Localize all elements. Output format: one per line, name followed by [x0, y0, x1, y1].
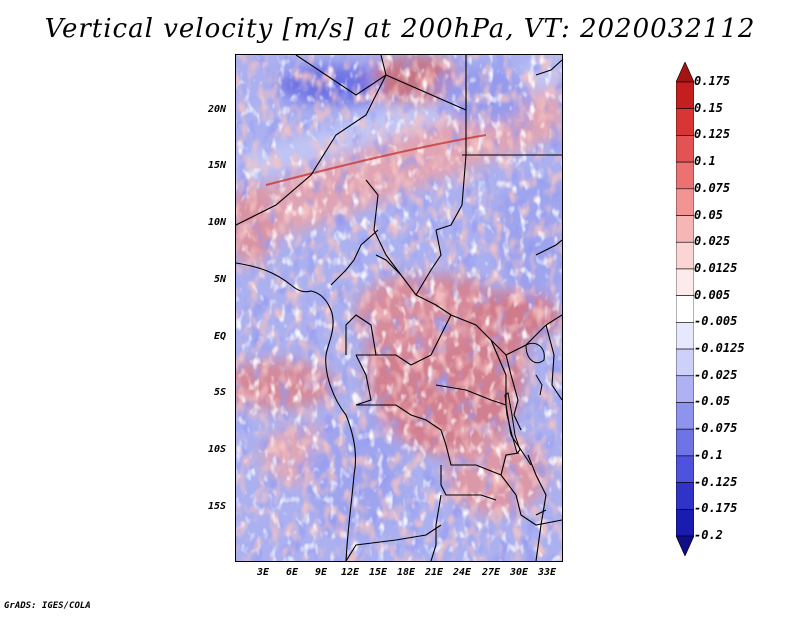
lon-label: 24E: [452, 567, 472, 578]
colorbar-segment: [676, 188, 694, 216]
lat-label: 15S: [208, 501, 227, 512]
plot-title: Vertical velocity [m/s] at 200hPa, VT: 2…: [44, 14, 756, 44]
colorbar-label: 0.025: [694, 234, 731, 249]
country-borders: [236, 55, 562, 561]
vertical-velocity-field: [236, 55, 562, 561]
colorbar-label: -0.075: [694, 421, 738, 436]
lat-label: 15N: [208, 160, 227, 171]
colorbar-segment: [676, 268, 694, 296]
colorbar-segment: [676, 375, 694, 403]
colorbar-segment: [676, 402, 694, 430]
colorbar-label: 0.1: [694, 154, 716, 169]
colorbar-label: 0.05: [694, 207, 723, 222]
colorbar-label: 0.005: [694, 287, 731, 302]
colorbar-segment: [676, 108, 694, 136]
colorbar-segment: [676, 161, 694, 190]
colorbar-label: -0.005: [694, 314, 738, 329]
colorbar-segment: [676, 322, 694, 350]
colorbar-label: 0.125: [694, 127, 731, 142]
colorbar-segment: [676, 135, 694, 163]
grads-credit: GrADS: IGES/COLA: [4, 601, 91, 611]
lat-label: 10S: [208, 444, 227, 455]
colorbar-label: 0.0125: [694, 260, 738, 275]
map-panel: [235, 54, 563, 562]
lon-label: 3E: [256, 567, 270, 578]
lon-label: 6E: [285, 567, 299, 578]
lon-label: 12E: [340, 567, 360, 578]
colorbar-segment: [676, 62, 694, 83]
colorbar-label: 0.075: [694, 180, 731, 195]
lat-label: 10N: [208, 217, 227, 228]
colorbar-segment: [676, 482, 694, 510]
colorbar-label: -0.2: [694, 528, 723, 542]
lakes: [504, 342, 547, 516]
colorbar-label: -0.175: [694, 501, 738, 516]
colorbar-label: 0.175: [694, 74, 731, 88]
lat-label: 5S: [214, 387, 227, 398]
colorbar-segment: [676, 508, 694, 537]
lon-label: 9E: [314, 567, 328, 578]
colorbar-label: -0.025: [694, 367, 738, 382]
lon-label: 33E: [537, 567, 557, 578]
colorbar-label: -0.125: [694, 474, 738, 489]
lat-label: EQ: [214, 331, 227, 342]
lat-label: 5N: [214, 274, 227, 285]
lon-label: 15E: [368, 567, 388, 578]
colorbar-segment: [676, 241, 694, 270]
lon-label: 18E: [396, 567, 416, 578]
colorbar: [676, 62, 694, 556]
colorbar-segment: [676, 535, 694, 556]
colorbar-segment: [676, 348, 694, 377]
lon-label: 21E: [424, 567, 444, 578]
lat-label: 20N: [208, 104, 227, 115]
lon-label: 30E: [509, 567, 529, 578]
colorbar-label: -0.0125: [694, 341, 745, 356]
lon-label: 27E: [481, 567, 501, 578]
colorbar-label: -0.05: [694, 394, 731, 409]
colorbar-segment: [676, 295, 694, 323]
colorbar-segment: [676, 455, 694, 483]
colorbar-segment: [676, 428, 694, 457]
colorbar-segment: [676, 215, 694, 243]
colorbar-label: 0.15: [694, 100, 723, 115]
colorbar-segment: [676, 81, 694, 110]
colorbar-label: -0.1: [694, 447, 723, 462]
